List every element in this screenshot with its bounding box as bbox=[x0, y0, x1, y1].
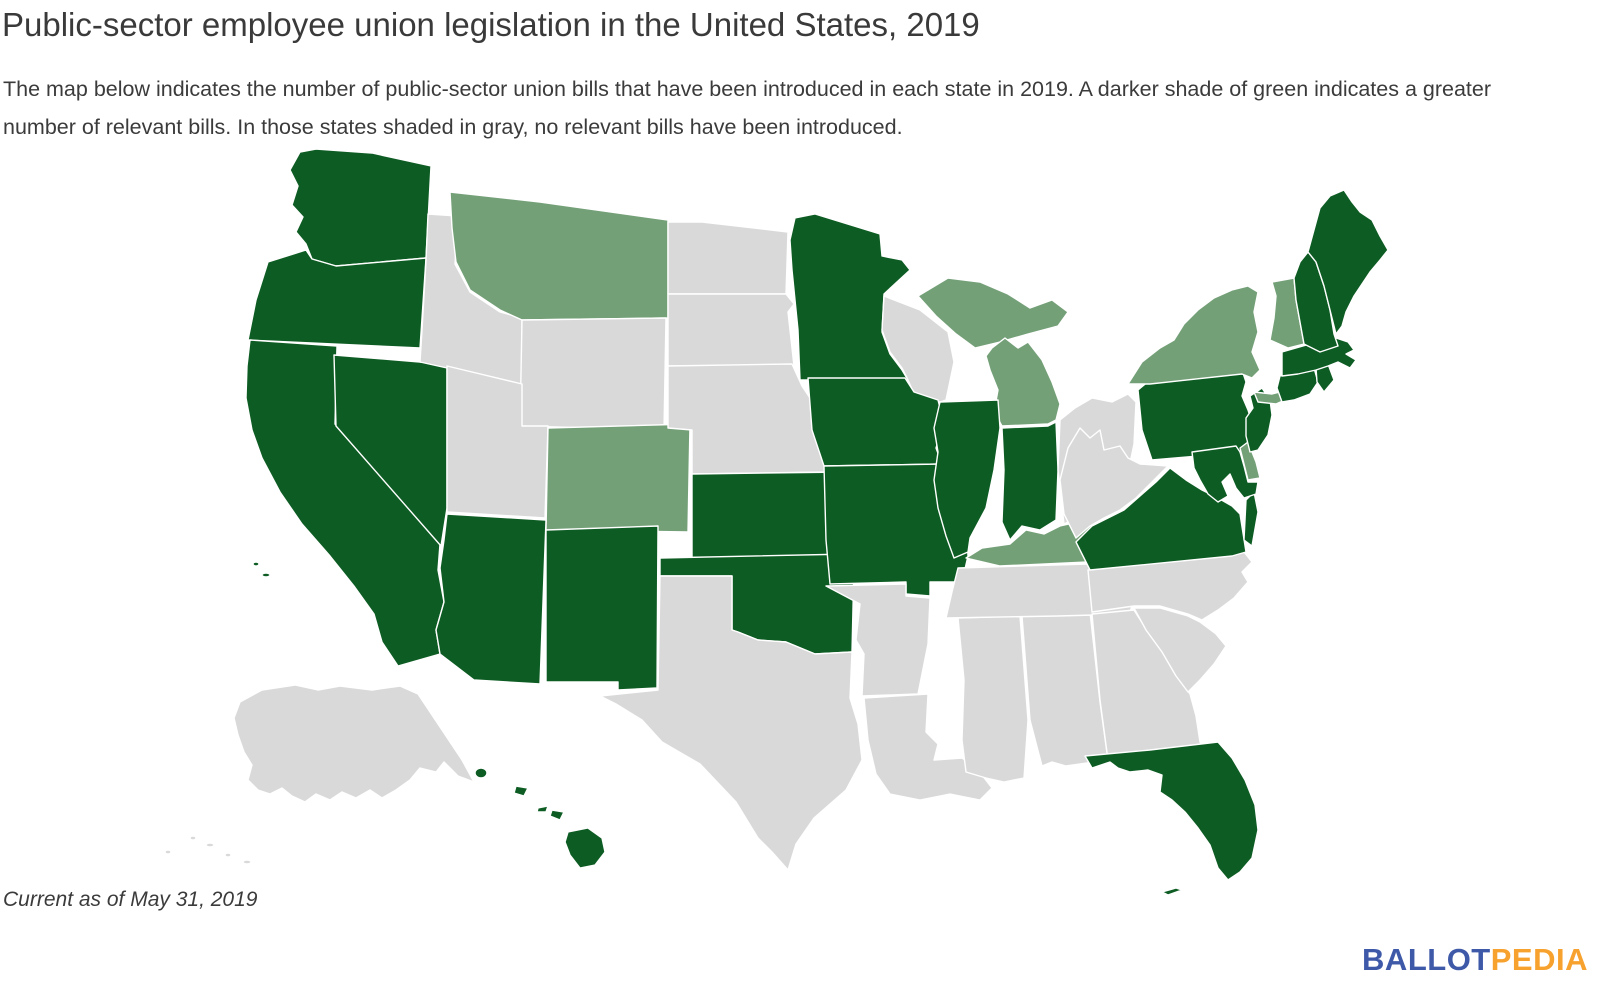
page-title: Public-sector employee union legislation… bbox=[2, 6, 980, 43]
state-hawaii[interactable] bbox=[474, 767, 606, 869]
state-arizona[interactable] bbox=[435, 513, 547, 685]
state-indiana[interactable] bbox=[1001, 421, 1059, 541]
state-wyoming[interactable] bbox=[519, 317, 667, 431]
state-florida[interactable] bbox=[1084, 741, 1259, 896]
state-maine[interactable] bbox=[1307, 189, 1389, 335]
state-north-carolina[interactable] bbox=[1087, 551, 1253, 621]
state-north-dakota[interactable] bbox=[667, 221, 789, 295]
state-colorado[interactable] bbox=[545, 423, 691, 533]
logo-pedia-text: PEDIA bbox=[1490, 942, 1588, 977]
state-california[interactable] bbox=[245, 339, 445, 667]
current-as-of-note: Current as of May 31, 2019 bbox=[3, 888, 258, 911]
state-alaska[interactable] bbox=[164, 684, 475, 865]
state-alabama[interactable] bbox=[1021, 611, 1109, 767]
ballotpedia-logo: BALLOTPEDIA bbox=[1362, 942, 1588, 978]
state-south-carolina[interactable] bbox=[1133, 607, 1227, 693]
page-subtitle: The map below indicates the number of pu… bbox=[3, 77, 1492, 139]
logo-ballot-text: BALLOT bbox=[1362, 942, 1491, 977]
state-illinois[interactable] bbox=[933, 399, 1001, 559]
state-washington[interactable] bbox=[289, 148, 432, 267]
state-texas[interactable] bbox=[599, 575, 863, 871]
state-mississippi[interactable] bbox=[957, 615, 1029, 783]
state-new-mexico[interactable] bbox=[545, 525, 659, 691]
state-montana[interactable] bbox=[449, 191, 669, 321]
state-west-virginia[interactable] bbox=[1059, 427, 1169, 539]
state-louisiana[interactable] bbox=[863, 693, 993, 801]
state-utah[interactable] bbox=[446, 365, 549, 519]
state-michigan[interactable] bbox=[917, 277, 1069, 427]
state-south-dakota[interactable] bbox=[667, 293, 795, 367]
state-new-york[interactable] bbox=[1127, 285, 1295, 405]
state-massachusetts[interactable] bbox=[1281, 337, 1357, 377]
